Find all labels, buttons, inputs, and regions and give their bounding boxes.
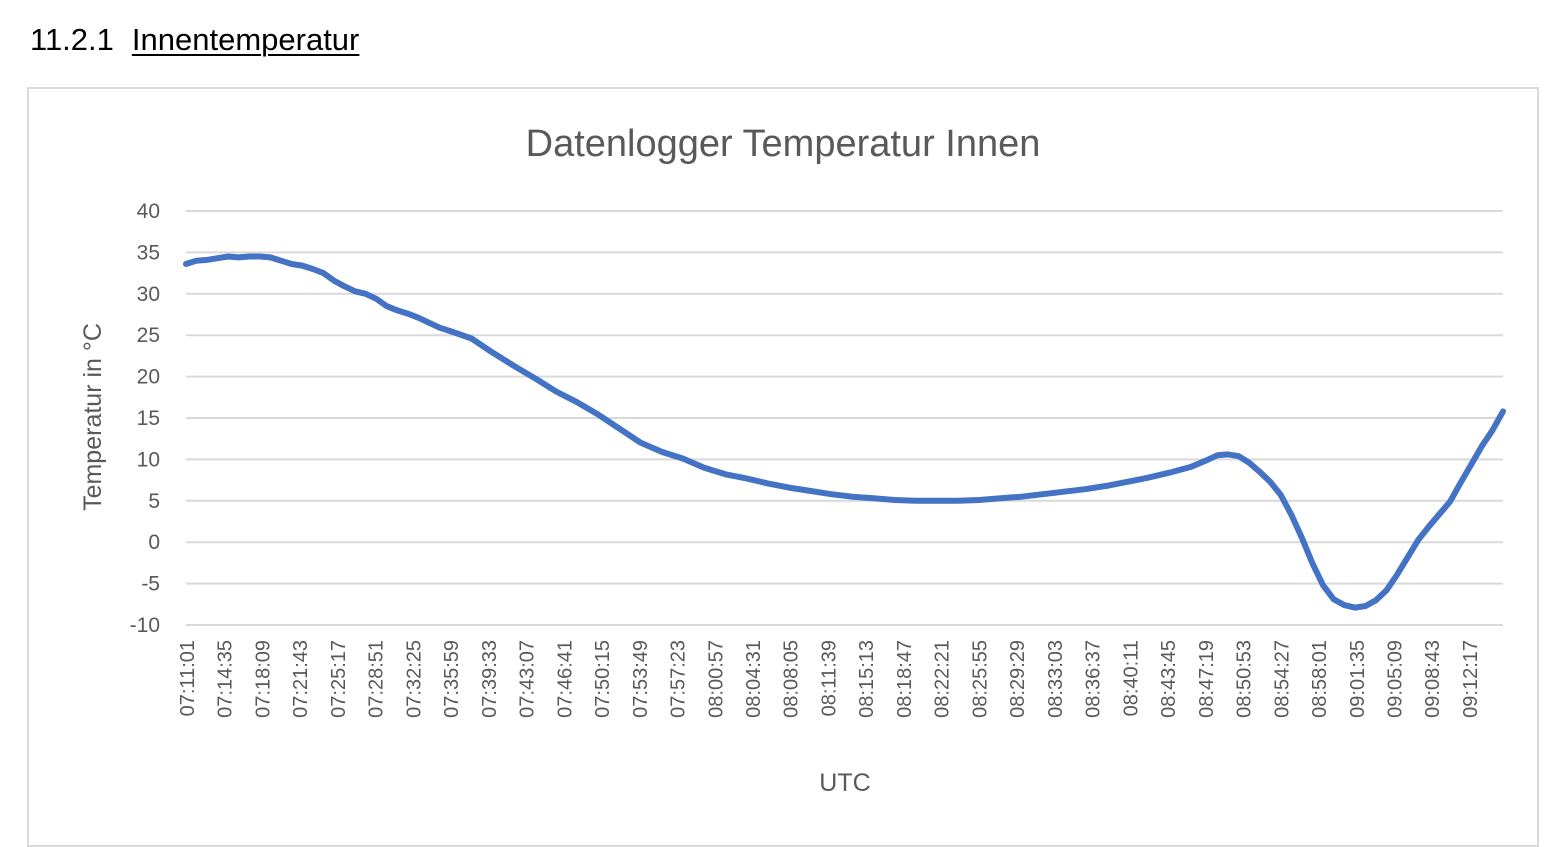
- x-tick-label: 07:50:15: [592, 640, 614, 718]
- x-axis-title: UTC: [819, 769, 870, 797]
- x-tick-label: 08:43:45: [1158, 640, 1180, 718]
- x-tick-label: 07:57:23: [668, 640, 690, 718]
- series-layer: [183, 253, 1506, 611]
- x-tick-label: 07:39:33: [479, 640, 501, 718]
- x-tick-label: 07:18:09: [252, 640, 274, 718]
- x-tick-label: 08:04:31: [743, 640, 765, 718]
- x-tick-label: 07:11:01: [177, 640, 199, 716]
- y-tick-label: 20: [137, 366, 160, 389]
- x-tick-label: 08:25:55: [969, 640, 991, 718]
- x-axis-ticks: 07:11:01 07:14:35 07:18:09 07:21:43 07:25:17…: [177, 640, 1482, 718]
- y-tick-label: 10: [137, 448, 160, 471]
- x-tick-label: 07:53:49: [630, 640, 652, 718]
- y-tick-label: 25: [137, 324, 160, 347]
- x-tick-label: 08:58:01: [1309, 640, 1331, 718]
- y-tick-label: -10: [130, 614, 160, 637]
- x-tick-label: 07:28:51: [366, 640, 388, 718]
- x-tick-label: 08:36:37: [1083, 640, 1105, 718]
- y-tick-label: 30: [137, 283, 160, 306]
- y-axis-ticks: -10 -5 0 5 10 15 20 25 30 35 40: [130, 200, 160, 637]
- y-tick-label: -5: [141, 573, 160, 596]
- x-tick-label: 07:32:25: [403, 640, 425, 718]
- y-tick-label: 5: [148, 490, 160, 513]
- x-tick-label: 08:08:05: [781, 640, 803, 718]
- y-tick-label: 40: [137, 200, 160, 223]
- y-axis-title: Temperatur in °C: [79, 323, 107, 511]
- line-chart: Datenlogger Temperatur Innen -10 -5 0 5 10 15…: [79, 123, 1506, 797]
- x-tick-label: 07:25:17: [328, 640, 350, 718]
- x-tick-label: 08:54:27: [1271, 640, 1293, 718]
- x-tick-label: 07:35:59: [441, 640, 463, 718]
- chart-title: Datenlogger Temperatur Innen: [526, 123, 1041, 165]
- x-tick-label: 09:01:35: [1347, 640, 1369, 718]
- x-tick-label: 08:15:13: [856, 640, 878, 718]
- x-tick-label: 08:22:21: [932, 640, 954, 718]
- x-tick-label: 08:00:57: [705, 640, 727, 718]
- x-tick-label: 09:05:09: [1384, 640, 1406, 718]
- x-tick-label: 07:21:43: [290, 640, 312, 718]
- section-number: 11.2.1: [30, 22, 114, 57]
- x-tick-label: 08:33:03: [1045, 640, 1067, 718]
- x-tick-label: 07:46:41: [554, 640, 576, 718]
- y-tick-label: 15: [137, 407, 160, 430]
- x-tick-label: 08:47:19: [1196, 640, 1218, 718]
- chart-frame: [27, 87, 1539, 847]
- x-tick-label: 09:12:17: [1460, 640, 1482, 718]
- section-heading: 11.2.1 Innentemperatur: [30, 22, 359, 58]
- x-tick-label: 08:11:39: [818, 640, 840, 716]
- y-tick-label: 35: [137, 241, 160, 264]
- series-line-temperature: [183, 253, 1506, 611]
- x-tick-label: 07:43:07: [517, 640, 539, 718]
- x-tick-label: 08:18:47: [894, 640, 916, 718]
- x-tick-label: 09:08:43: [1422, 640, 1444, 718]
- x-tick-label: 08:29:29: [1007, 640, 1029, 718]
- x-tick-label: 07:14:35: [215, 640, 237, 718]
- gridlines: [186, 210, 1503, 626]
- section-title: Innentemperatur: [131, 22, 360, 57]
- x-tick-label: 08:50:53: [1234, 640, 1256, 718]
- x-tick-label: 08:40:11: [1120, 640, 1142, 716]
- y-tick-label: 0: [148, 531, 160, 554]
